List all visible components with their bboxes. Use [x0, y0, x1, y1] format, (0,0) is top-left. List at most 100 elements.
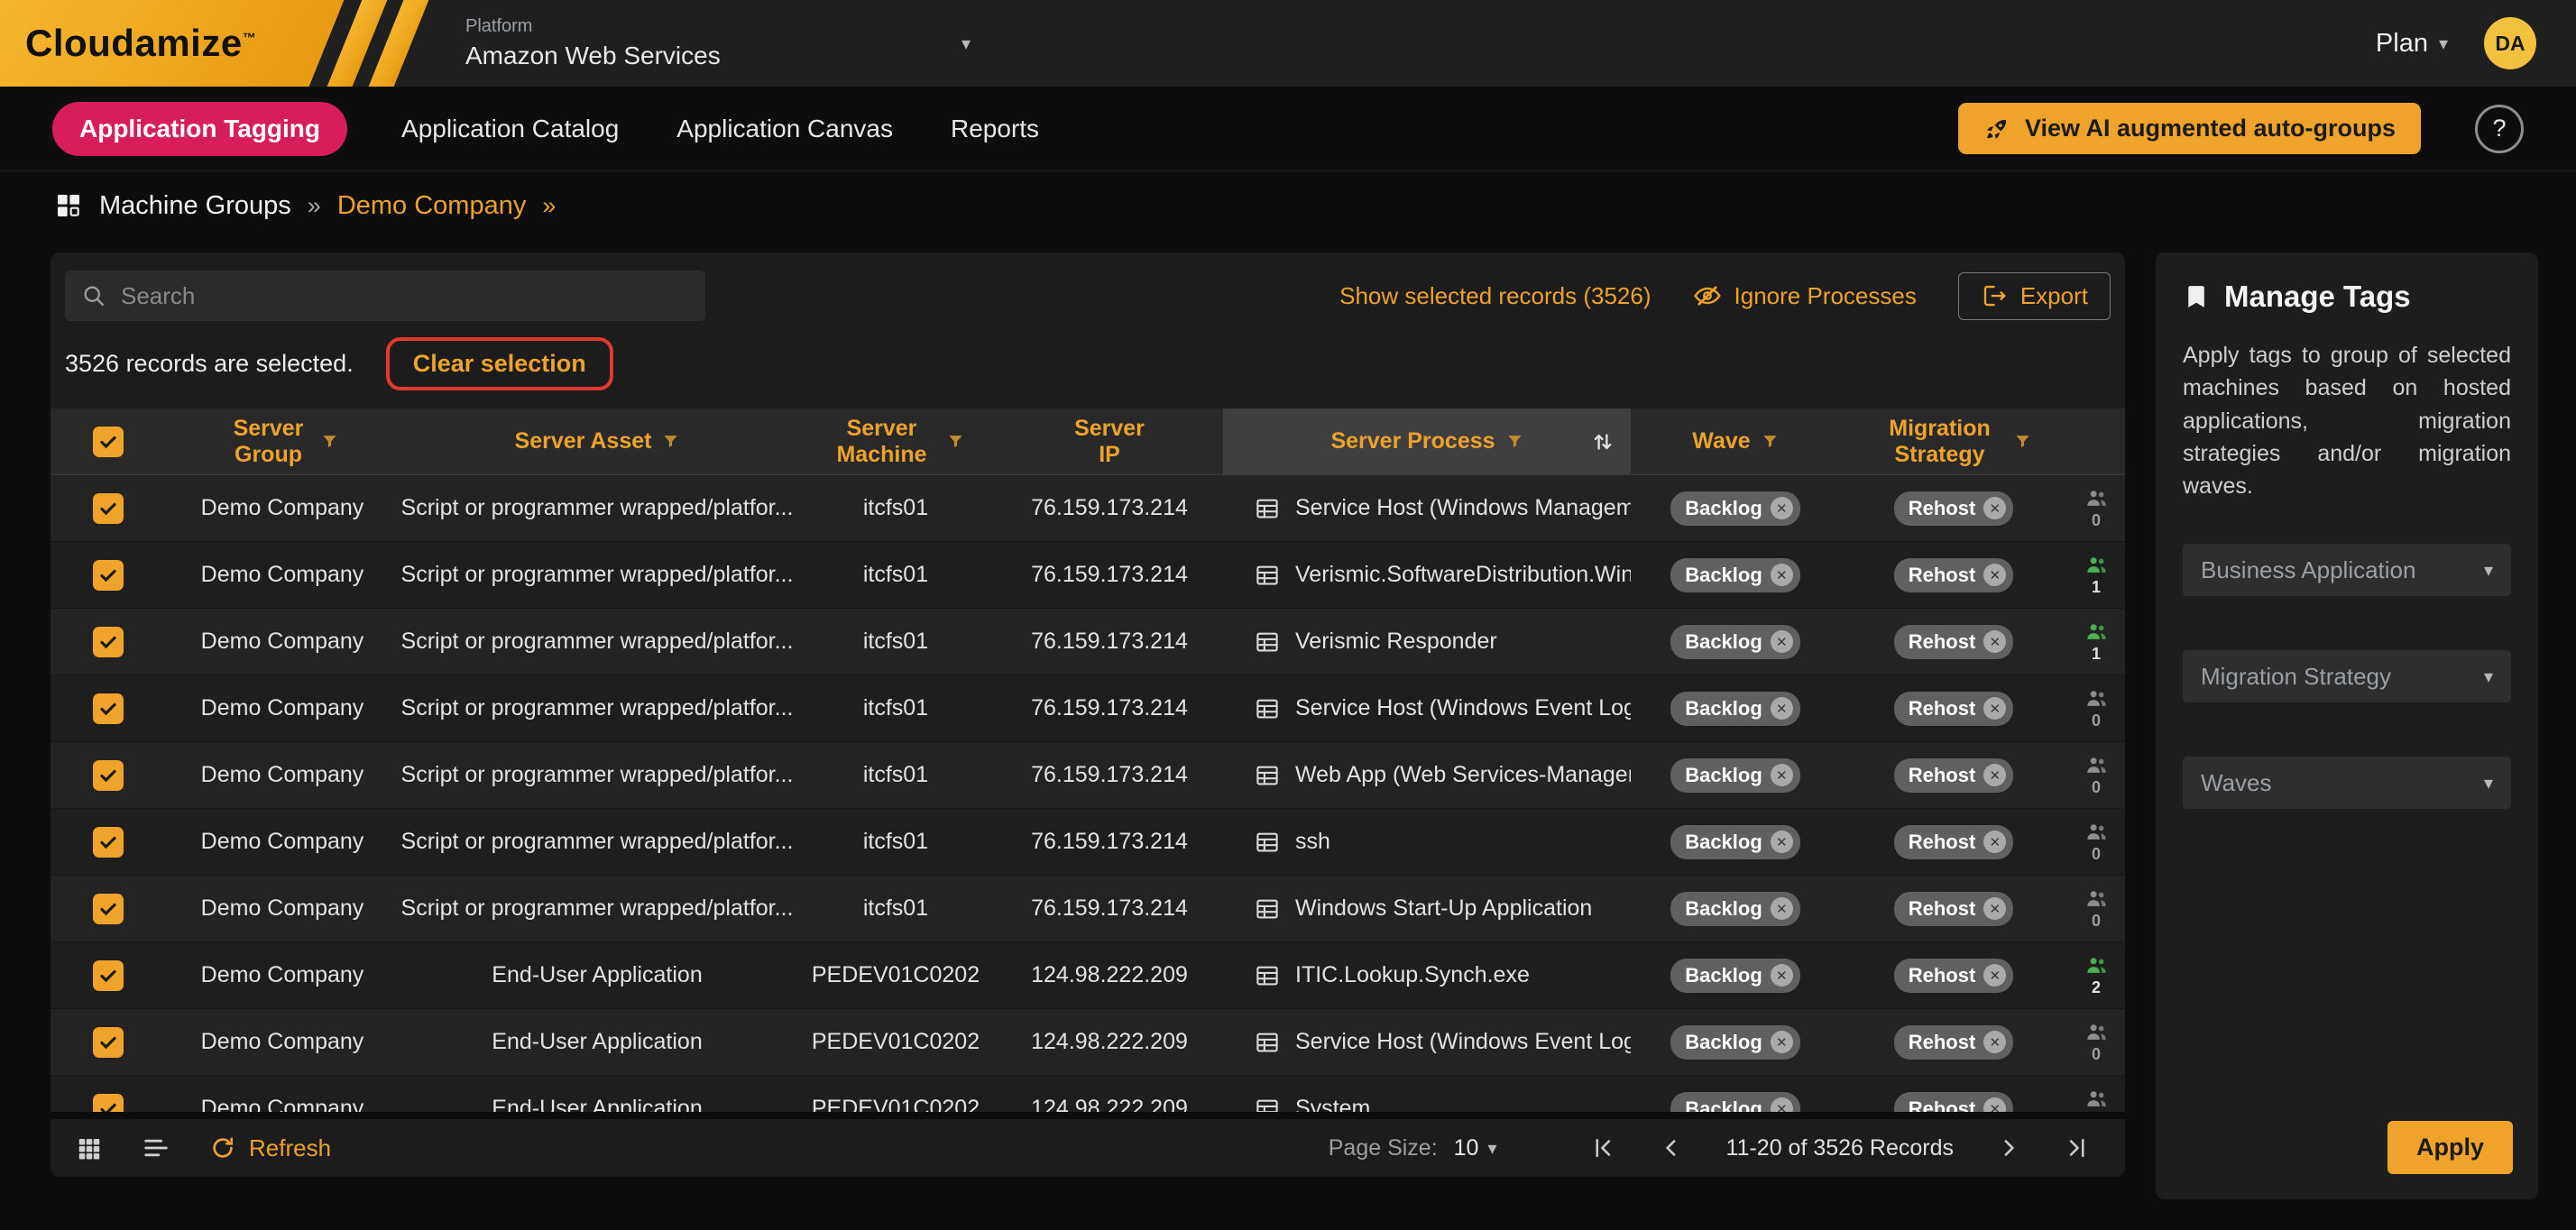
remove-wave-tag-icon[interactable]: ✕ [1770, 897, 1793, 920]
row-checkbox[interactable] [93, 492, 124, 524]
ignore-processes-button[interactable]: Ignore Processes [1693, 281, 1917, 310]
search-input[interactable] [121, 281, 689, 310]
row-checkbox[interactable] [93, 1026, 124, 1058]
column-header-server-asset: Server Asset [399, 408, 796, 474]
plan-menu[interactable]: Plan ▾ [2376, 29, 2448, 59]
row-server-asset: Script or programmer wrapped/platfor... [400, 695, 794, 721]
waves-select[interactable]: Waves ▾ [2183, 757, 2511, 810]
tab-reports[interactable]: Reports [951, 114, 1040, 142]
remove-strategy-tag-icon[interactable]: ✕ [1983, 964, 2007, 987]
platform-selector[interactable]: Platform Amazon Web Services ▾ [465, 16, 971, 70]
chevron-down-icon: ▾ [2483, 560, 2493, 581]
apply-button[interactable]: Apply [2387, 1121, 2513, 1174]
remove-strategy-tag-icon[interactable]: ✕ [1983, 764, 2007, 786]
remove-strategy-tag-icon[interactable]: ✕ [1983, 564, 2007, 586]
row-strategy-cell: Rehost ✕ [1840, 742, 2067, 808]
process-icon [1254, 762, 1281, 789]
row-select-cell [51, 1076, 166, 1112]
wave-badge: Backlog ✕ [1670, 757, 1800, 793]
process-icon [1254, 1096, 1281, 1112]
previous-page-button[interactable] [1658, 1134, 1685, 1161]
remove-wave-tag-icon[interactable]: ✕ [1770, 564, 1793, 586]
row-checkbox[interactable] [93, 959, 124, 991]
list-view-icon[interactable] [141, 1133, 171, 1163]
chevron-down-icon: ▾ [2483, 773, 2493, 794]
remove-strategy-tag-icon[interactable]: ✕ [1983, 497, 2007, 519]
strategy-badge-label: Rehost [1908, 763, 1976, 786]
tab-application-tagging[interactable]: Application Tagging [52, 101, 348, 156]
tab-application-catalog[interactable]: Application Catalog [401, 114, 620, 142]
row-app-count-cell: 0 [2067, 1076, 2125, 1112]
business-application-select[interactable]: Business Application ▾ [2183, 544, 2511, 597]
process-icon [1254, 829, 1281, 856]
row-server-asset: Script or programmer wrapped/platfor... [400, 895, 794, 921]
filter-icon[interactable] [1506, 433, 1523, 450]
row-checkbox[interactable] [93, 693, 124, 724]
row-server-group: Demo Company [200, 962, 364, 987]
clear-selection-button[interactable]: Clear selection [412, 350, 586, 377]
filter-icon[interactable] [947, 433, 964, 450]
remove-wave-tag-icon[interactable]: ✕ [1770, 697, 1793, 720]
remove-wave-tag-icon[interactable]: ✕ [1770, 764, 1793, 786]
pagination: 11-20 of 3526 Records [1589, 1134, 2091, 1161]
row-checkbox[interactable] [93, 1093, 124, 1112]
strategy-badge-label: Rehost [1908, 830, 1976, 853]
row-app-count-cell: 0 [2067, 675, 2125, 741]
tab-application-canvas[interactable]: Application Canvas [676, 114, 893, 142]
remove-wave-tag-icon[interactable]: ✕ [1770, 831, 1793, 853]
breadcrumb-machine-groups[interactable]: Machine Groups [99, 190, 291, 220]
show-selected-records-link[interactable]: Show selected records (3526) [1339, 281, 1651, 309]
filter-icon[interactable] [662, 433, 679, 450]
wave-badge: Backlog ✕ [1670, 958, 1800, 993]
remove-strategy-tag-icon[interactable]: ✕ [1983, 897, 2007, 920]
row-checkbox[interactable] [93, 559, 124, 591]
remove-strategy-tag-icon[interactable]: ✕ [1983, 1031, 2007, 1053]
remove-wave-tag-icon[interactable]: ✕ [1770, 497, 1793, 519]
remove-wave-tag-icon[interactable]: ✕ [1770, 1031, 1793, 1053]
refresh-button[interactable]: Refresh [209, 1134, 331, 1162]
row-checkbox[interactable] [93, 893, 124, 924]
remove-wave-tag-icon[interactable]: ✕ [1770, 630, 1793, 653]
help-button[interactable]: ? [2475, 104, 2524, 153]
row-checkbox[interactable] [93, 626, 124, 657]
cloudamize-logo[interactable]: Cloudamize™ [0, 0, 433, 87]
user-avatar[interactable]: DA [2484, 17, 2536, 69]
row-server-asset: Script or programmer wrapped/platfor... [400, 829, 794, 854]
row-wave-cell: Backlog ✕ [1631, 876, 1840, 941]
sort-icon[interactable] [1589, 428, 1616, 455]
row-server-machine: itcfs01 [862, 762, 929, 787]
grid-view-icon[interactable] [76, 1134, 103, 1161]
row-checkbox[interactable] [93, 826, 124, 858]
remove-strategy-tag-icon[interactable]: ✕ [1983, 697, 2007, 720]
records-toolbar: Show selected records (3526) Ignore Proc… [51, 252, 2125, 330]
export-button[interactable]: Export [1957, 271, 2111, 320]
remove-strategy-tag-icon[interactable]: ✕ [1983, 831, 2007, 853]
first-page-button[interactable] [1589, 1134, 1616, 1161]
remove-strategy-tag-icon[interactable]: ✕ [1983, 630, 2007, 653]
remove-strategy-tag-icon[interactable]: ✕ [1983, 1097, 2007, 1112]
filter-icon[interactable] [1762, 433, 1779, 450]
strategy-badge: Rehost ✕ [1893, 1091, 2014, 1112]
breadcrumb-demo-company[interactable]: Demo Company [336, 190, 527, 220]
table-row: Demo Company Script or programmer wrappe… [51, 876, 2125, 942]
migration-strategy-select[interactable]: Migration Strategy ▾ [2183, 650, 2511, 703]
strategy-badge: Rehost ✕ [1893, 557, 2014, 592]
view-ai-auto-groups-button[interactable]: View AI augmented auto-groups [1957, 103, 2421, 154]
filter-icon[interactable] [321, 433, 338, 450]
row-strategy-cell: Rehost ✕ [1840, 876, 2067, 941]
remove-wave-tag-icon[interactable]: ✕ [1770, 964, 1793, 987]
row-select-cell [51, 809, 166, 875]
app-count-value: 1 [2091, 645, 2101, 663]
table-row: Demo Company Script or programmer wrappe… [51, 675, 2125, 742]
row-server-group: Demo Company [200, 562, 364, 587]
next-page-button[interactable] [1995, 1134, 2022, 1161]
process-icon [1254, 895, 1281, 922]
row-checkbox[interactable] [93, 759, 124, 791]
remove-wave-tag-icon[interactable]: ✕ [1770, 1097, 1793, 1112]
row-server-process: ssh [1223, 809, 1631, 875]
filter-icon[interactable] [2014, 433, 2031, 450]
select-all-checkbox[interactable] [93, 426, 124, 457]
last-page-button[interactable] [2064, 1134, 2091, 1161]
table-row: Demo Company End-User Application PEDEV0… [51, 1009, 2125, 1076]
page-size-select[interactable]: 10 ▾ [1453, 1134, 1497, 1161]
